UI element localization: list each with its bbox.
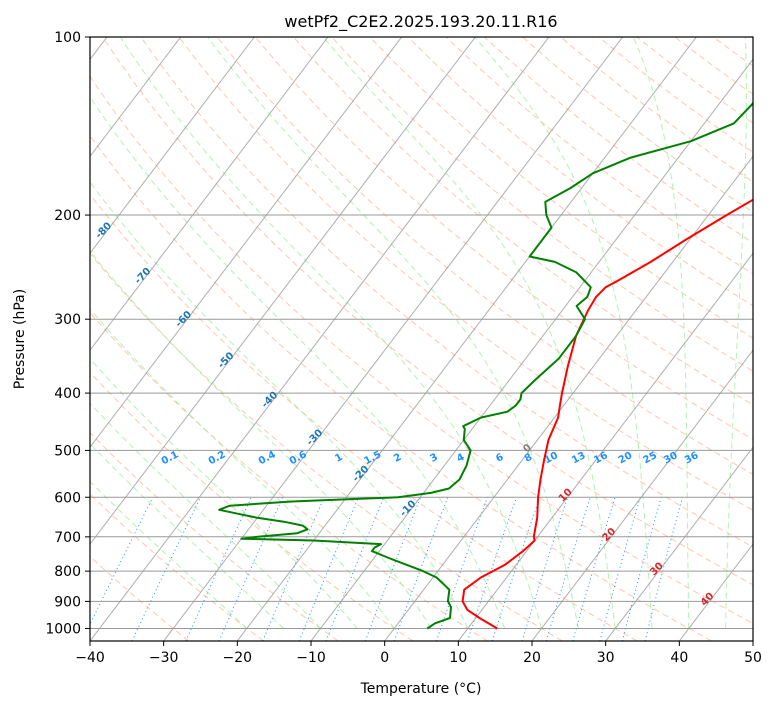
mixing-ratio-label: 2	[392, 452, 403, 465]
moist-adiabat	[207, 37, 579, 629]
mixing-ratio-line	[467, 497, 518, 641]
dry-adiabat	[254, 37, 753, 440]
moist-adiabat	[90, 480, 248, 629]
x-tick-label: 0	[380, 650, 389, 666]
y-tick-label: 600	[54, 490, 81, 506]
dry-adiabat	[293, 37, 753, 406]
y-tick-label: 500	[54, 443, 81, 459]
temperature-profile-line	[461, 198, 753, 630]
isotherm-line	[384, 155, 753, 641]
moist-adiabat	[90, 442, 285, 629]
x-tick-label: 30	[597, 650, 615, 666]
mixing-ratio-line	[262, 497, 325, 641]
isotherm-line	[531, 349, 753, 641]
moist-adiabat	[725, 37, 747, 629]
x-tick-label: −30	[149, 650, 179, 666]
mixing-ratio-line	[325, 497, 385, 641]
moist-adiabat	[633, 37, 690, 629]
y-tick-label: 200	[54, 208, 81, 224]
mixing-ratio-line	[599, 497, 641, 641]
isotherm-line	[90, 37, 403, 448]
dry-adiabat	[90, 193, 638, 641]
mixing-ratio-line	[545, 497, 591, 641]
x-tick-label: −10	[296, 650, 326, 666]
x-tick-label: 20	[523, 650, 541, 666]
mixing-ratio-line	[90, 497, 154, 626]
x-tick-label: 10	[449, 650, 467, 666]
isotherm-line	[90, 37, 550, 641]
moist-adiabat	[90, 358, 358, 629]
mixing-ratio-line	[435, 497, 488, 641]
isotherm-line	[90, 37, 476, 545]
mixing-ratio-line	[364, 497, 422, 641]
dry-adiabat	[331, 37, 753, 372]
mixing-ratio-line	[393, 497, 449, 641]
dry-adiabat	[90, 431, 339, 641]
y-tick-label: 900	[54, 594, 81, 610]
moist-adiabat	[90, 402, 321, 629]
y-tick-label: 700	[54, 530, 81, 546]
plot-background	[90, 37, 753, 641]
mixing-ratio-label: 4	[455, 452, 466, 465]
mixing-ratio-label: 1	[333, 452, 344, 465]
dry-adiabat	[90, 371, 414, 641]
mixing-ratio-line	[621, 497, 662, 641]
y-tick-label: 100	[54, 30, 81, 46]
x-tick-label: 40	[670, 650, 688, 666]
mixing-ratio-line	[572, 497, 616, 641]
isotherm-line	[90, 37, 182, 158]
y-axis-ticks: 100 200 300 400 500 600 700 800 900 1000	[45, 30, 90, 637]
x-axis-ticks: −40 −30 −20 −10 0 10 20 30 40 50	[75, 641, 762, 666]
moist-adiabat	[90, 308, 395, 629]
dry-adiabat	[751, 37, 753, 39]
background-lines	[90, 37, 753, 641]
y-tick-label: 300	[54, 312, 81, 328]
x-tick-label: −20	[223, 650, 253, 666]
moist-adiabat	[90, 96, 506, 629]
mixing-ratio-label: 3	[428, 452, 439, 465]
mixing-ratio-line	[521, 497, 569, 641]
mixing-ratio-label: 8	[523, 452, 534, 465]
moist-adiabat	[322, 37, 616, 629]
dry-adiabat	[216, 37, 753, 475]
mixing-ratio-label: 6	[494, 452, 505, 465]
isotherm-line	[90, 37, 255, 255]
dry-adiabat	[90, 134, 712, 641]
x-axis-title: Temperature (°C)	[360, 681, 482, 697]
profile-lines	[218, 101, 753, 630]
chart-title: wetPf2_C2E2.2025.193.20.11.R16	[284, 12, 557, 32]
y-tick-label: 400	[54, 386, 81, 402]
dewpoint-profile-line	[218, 101, 753, 630]
plot-frame	[89, 36, 754, 642]
moist-adiabat	[474, 37, 653, 629]
isotherm-line	[163, 37, 624, 641]
mixing-ratio-line	[131, 497, 201, 641]
moist-adiabat	[90, 181, 469, 629]
isotherm-line	[310, 58, 753, 641]
moist-adiabat	[119, 37, 542, 629]
x-tick-label: 50	[744, 650, 762, 666]
isotherm-line	[752, 640, 753, 641]
y-tick-label: 800	[54, 564, 81, 580]
mixing-ratio-line	[218, 497, 284, 641]
x-tick-label: −40	[75, 650, 105, 666]
mixing-ratio-line	[298, 497, 359, 641]
y-tick-label: 1000	[45, 621, 81, 637]
y-axis-title: Pressure (hPa)	[12, 289, 28, 389]
mixing-ratio-line	[185, 497, 252, 641]
isotherm-line	[605, 446, 753, 641]
isotherm-line	[90, 37, 329, 352]
